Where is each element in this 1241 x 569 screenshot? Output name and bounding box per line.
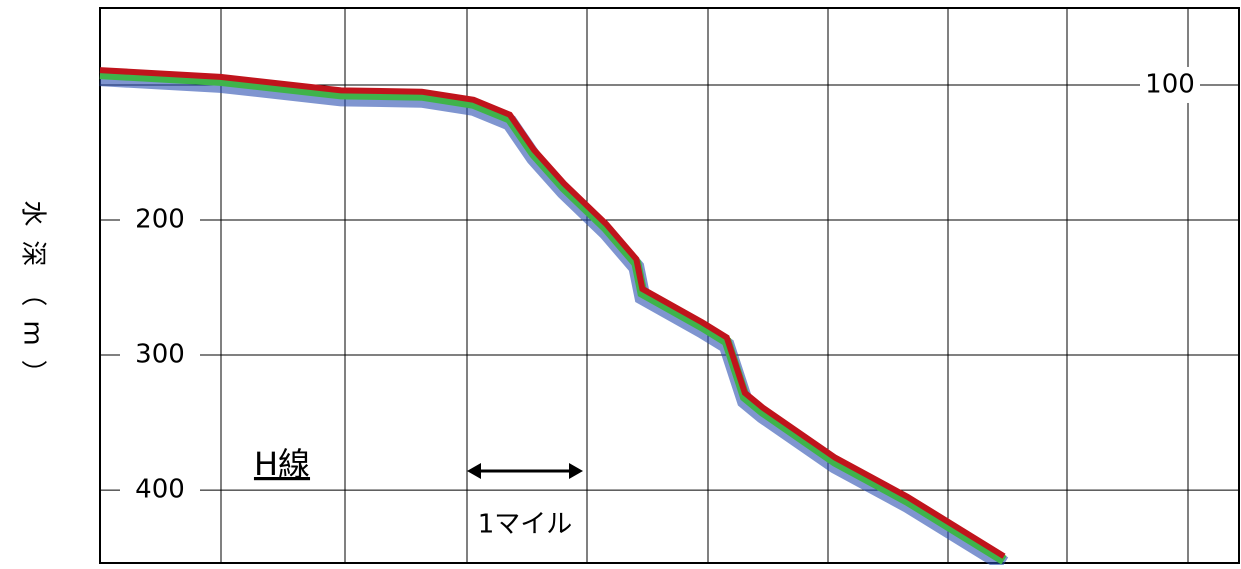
annotation: 1マイル (478, 510, 573, 540)
chart: 水深（m） H線 1マイル 100 200 300 400 (0, 0, 1241, 565)
annotation: H線 (254, 445, 310, 483)
y-axis-label: 水深（m） (18, 200, 48, 399)
y-tick-label: 200 (135, 205, 185, 235)
y-axis-label: 水深（m） (18, 200, 48, 399)
y-tick-label: 400 (135, 475, 185, 505)
y-tick-label: 300 (135, 340, 185, 370)
y-tick-label: 100 (1145, 69, 1195, 99)
